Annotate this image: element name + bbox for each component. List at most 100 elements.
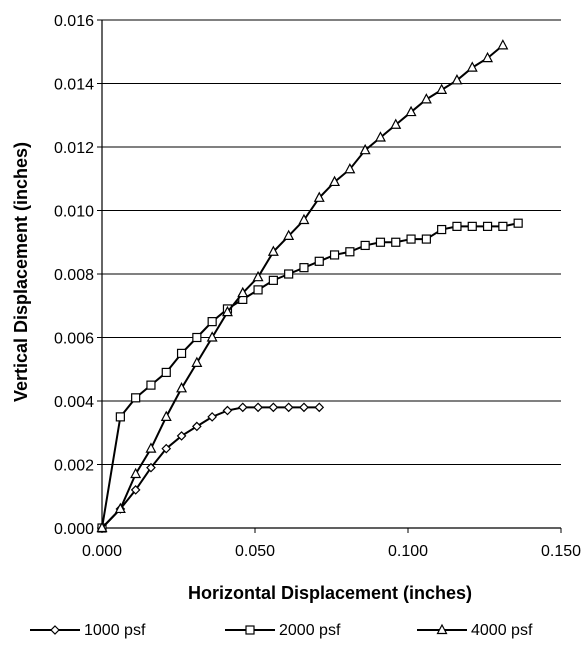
series-line bbox=[101, 44, 504, 529]
data-point bbox=[360, 240, 370, 251]
y-tick-label: 0.008 bbox=[54, 267, 94, 284]
y-axis-title: Vertical Displacement (inches) bbox=[11, 142, 31, 402]
data-point bbox=[452, 221, 462, 231]
data-point bbox=[222, 405, 233, 416]
data-point bbox=[267, 245, 279, 256]
series-4000-psf bbox=[96, 39, 509, 533]
data-point bbox=[176, 348, 187, 358]
data-point bbox=[345, 247, 355, 257]
data-point bbox=[406, 234, 416, 244]
x-tick-label: 0.050 bbox=[235, 543, 275, 560]
x-axis-title: Horizontal Displacement (inches) bbox=[188, 583, 472, 603]
data-point bbox=[176, 382, 188, 393]
y-tick-label: 0.016 bbox=[54, 13, 94, 30]
data-point bbox=[390, 118, 402, 129]
data-point bbox=[253, 285, 263, 295]
data-point bbox=[421, 234, 431, 244]
data-point bbox=[237, 402, 248, 413]
data-point bbox=[498, 221, 508, 231]
y-tick-label: 0.004 bbox=[54, 394, 94, 411]
data-point bbox=[437, 224, 447, 235]
data-point bbox=[359, 143, 371, 155]
legend-label: 2000 psf bbox=[279, 622, 341, 639]
data-point bbox=[298, 213, 310, 225]
y-tick-label: 0.014 bbox=[54, 77, 94, 94]
data-point bbox=[161, 443, 172, 454]
data-point bbox=[114, 502, 126, 514]
data-point bbox=[268, 275, 278, 285]
data-point bbox=[221, 305, 233, 317]
legend-item-4000-psf: 4000 psf bbox=[417, 622, 533, 639]
legend-label: 1000 psf bbox=[84, 622, 146, 639]
data-point bbox=[145, 442, 157, 453]
data-point bbox=[375, 237, 386, 247]
data-point bbox=[436, 83, 448, 94]
data-point bbox=[207, 412, 218, 422]
data-point bbox=[451, 74, 463, 85]
legend: 1000 psf 2000 psf 4000 psf bbox=[30, 622, 533, 639]
data-point bbox=[344, 162, 356, 174]
data-point bbox=[391, 237, 401, 247]
y-tick-label: 0.002 bbox=[54, 458, 94, 475]
x-tick-label: 0.150 bbox=[541, 543, 581, 560]
data-point bbox=[146, 462, 156, 473]
data-point bbox=[130, 467, 142, 479]
data-point bbox=[284, 269, 294, 279]
data-point bbox=[420, 93, 432, 104]
y-tick-label: 0.000 bbox=[54, 521, 94, 538]
data-point bbox=[161, 367, 171, 378]
legend-marker bbox=[245, 625, 255, 635]
legend-label: 4000 psf bbox=[471, 622, 533, 639]
series-2000-psf bbox=[97, 218, 523, 533]
data-point bbox=[513, 218, 523, 228]
data-point bbox=[467, 221, 477, 231]
data-point bbox=[146, 380, 156, 390]
series-1000-psf bbox=[97, 402, 325, 533]
y-tick-label: 0.010 bbox=[54, 204, 94, 221]
x-tick-label: 0.100 bbox=[388, 543, 428, 560]
data-point bbox=[314, 256, 324, 266]
data-point bbox=[160, 410, 172, 421]
data-point bbox=[497, 39, 509, 50]
data-point bbox=[130, 485, 141, 495]
data-point bbox=[283, 402, 294, 413]
data-point bbox=[191, 356, 203, 367]
data-point bbox=[237, 286, 249, 298]
data-point bbox=[466, 61, 478, 72]
legend-marker bbox=[50, 625, 60, 635]
series-line bbox=[101, 406, 320, 529]
data-point bbox=[207, 317, 217, 327]
data-point bbox=[253, 402, 263, 413]
data-point bbox=[299, 402, 309, 413]
data-point bbox=[314, 402, 325, 413]
data-point bbox=[96, 521, 108, 533]
data-point bbox=[405, 105, 417, 117]
data-point bbox=[299, 263, 309, 273]
axes bbox=[97, 19, 562, 533]
data-point bbox=[115, 412, 125, 422]
tick-labels: 0.000 0.002 0.004 0.006 0.008 0.010 0.012 0.014… bbox=[54, 13, 581, 560]
data-point bbox=[206, 331, 218, 342]
legend-marker bbox=[436, 623, 448, 635]
data-point bbox=[131, 393, 141, 403]
data-point bbox=[482, 51, 494, 63]
data-point bbox=[329, 175, 341, 187]
series-line bbox=[101, 222, 519, 529]
legend-item-2000-psf: 2000 psf bbox=[225, 622, 341, 639]
data-point bbox=[192, 332, 202, 343]
gridlines bbox=[102, 19, 561, 465]
x-tick-label: 0.000 bbox=[82, 543, 122, 560]
data-point bbox=[313, 191, 325, 202]
data-point bbox=[192, 421, 202, 432]
data-point bbox=[268, 402, 279, 413]
data-point bbox=[329, 250, 340, 260]
data-point bbox=[176, 431, 187, 441]
data-point bbox=[482, 221, 493, 231]
y-tick-label: 0.012 bbox=[54, 140, 94, 157]
plot-area bbox=[96, 39, 523, 533]
data-point bbox=[252, 270, 264, 282]
data-point bbox=[283, 229, 295, 240]
data-point bbox=[374, 131, 386, 142]
legend-item-1000-psf: 1000 psf bbox=[30, 622, 146, 639]
